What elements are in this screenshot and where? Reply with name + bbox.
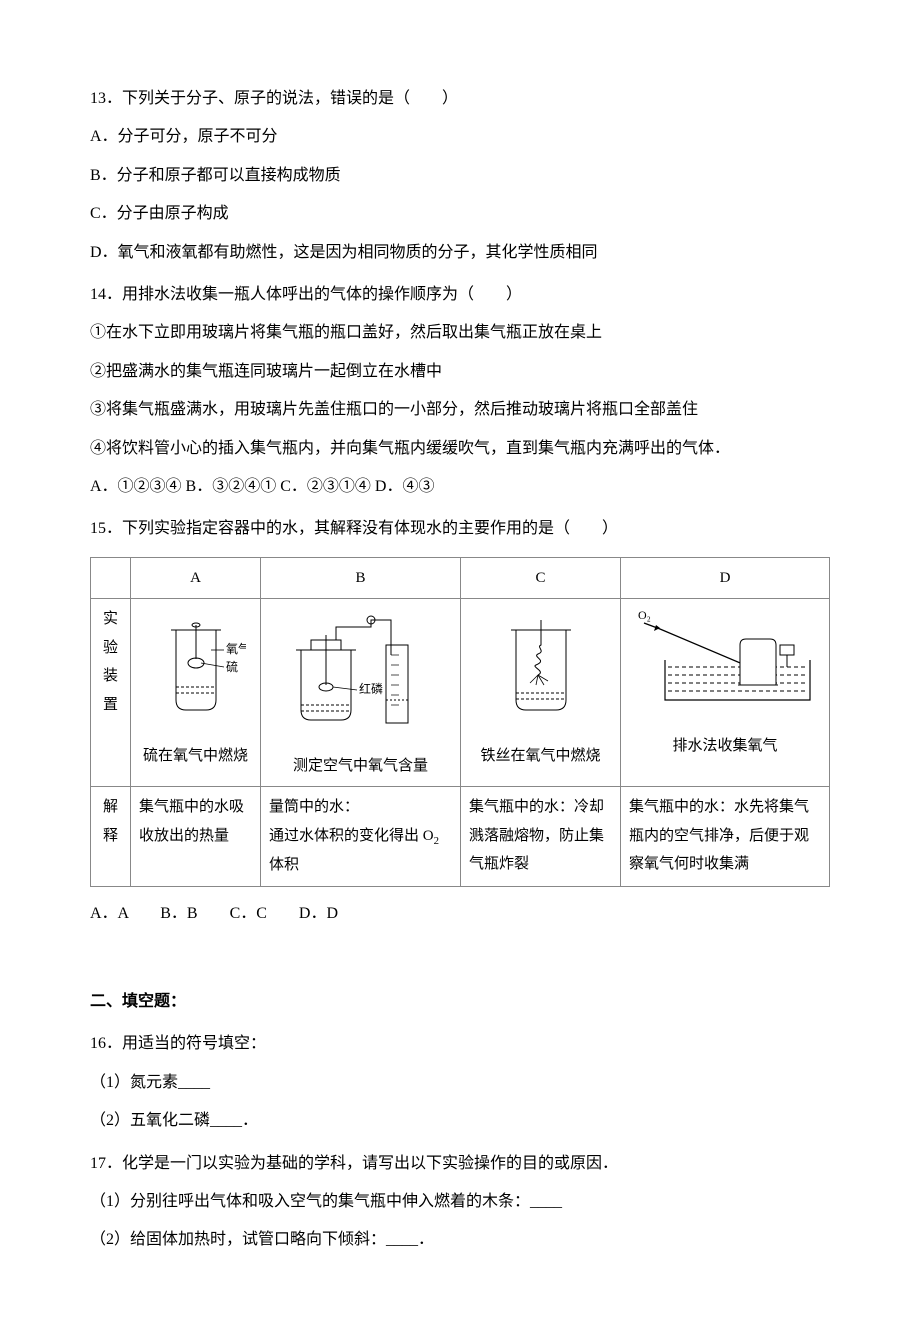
question-17: 17．化学是一门以实验为基础的学科，请写出以下实验操作的目的或原因． （1）分别… [90, 1145, 830, 1260]
question-13: 13．下列关于分子、原子的说法，错误的是（ ） A．分子可分，原子不可分 B．分… [90, 80, 830, 272]
header-d: D [621, 557, 830, 599]
device-c-cell: 铁丝在氧气中燃烧 [461, 599, 621, 787]
q14-step-1: ①在水下立即用玻璃片将集气瓶的瓶口盖好，然后取出集气瓶正放在桌上 [90, 314, 830, 352]
oxygen-content-icon: 红磷 [271, 605, 451, 735]
q14-options: A．①②③④ B．③②④① C．②③①④ D．④③ [90, 468, 830, 506]
q13-opt-b: B．分子和原子都可以直接构成物质 [90, 157, 830, 195]
explain-a: 集气瓶中的水吸收放出的热量 [131, 787, 261, 887]
header-b: B [261, 557, 461, 599]
sulfur-burning-icon: 氧气 硫 [146, 605, 246, 725]
q16-sub1: （1）氮元素____ [90, 1064, 830, 1102]
q13-opt-c: C．分子由原子构成 [90, 195, 830, 233]
q16-stem: 16．用适当的符号填空： [90, 1025, 830, 1063]
explain-b: 量筒中的水： 通过水体积的变化得出 O2 体积 [261, 787, 461, 887]
row-label-explain: 解释 [91, 787, 131, 887]
q15-table: A B C D 实验装置 氧气 [90, 557, 830, 887]
device-d-cell: O₂ [621, 599, 830, 787]
water-displacement-icon: O₂ [630, 605, 820, 715]
explain-d: 集气瓶中的水：水先将集气瓶内的空气排净，后便于观察氧气何时收集满 [621, 787, 830, 887]
q14-stem: 14．用排水法收集一瓶人体呼出的气体的操作顺序为（ ） [90, 276, 830, 314]
svg-text:红磷: 红磷 [359, 681, 383, 696]
q15-options: A．A B．B C．C D．D [90, 895, 830, 933]
caption-a: 硫在氧气中燃烧 [139, 742, 252, 771]
svg-text:氧气: 氧气 [226, 641, 246, 656]
q17-sub1: （1）分别往呼出气体和吸入空气的集气瓶中伸入燃着的木条：____ [90, 1183, 830, 1221]
q13-stem: 13．下列关于分子、原子的说法，错误的是（ ） [90, 80, 830, 118]
caption-b: 测定空气中氧气含量 [269, 752, 452, 781]
q16-sub2: （2）五氧化二磷____． [90, 1102, 830, 1140]
q13-opt-d: D．氧气和液氧都有助燃性，这是因为相同物质的分子，其化学性质相同 [90, 234, 830, 272]
device-a-cell: 氧气 硫 硫在氧气中燃烧 [131, 599, 261, 787]
table-header-row: A B C D [91, 557, 830, 599]
svg-text:硫: 硫 [226, 659, 238, 674]
explain-row: 解释 集气瓶中的水吸收放出的热量 量筒中的水： 通过水体积的变化得出 O2 体积… [91, 787, 830, 887]
device-row: 实验装置 氧气 硫 硫在氧气中燃烧 [91, 599, 830, 787]
iron-burning-icon [486, 605, 596, 725]
q13-opt-a: A．分子可分，原子不可分 [90, 118, 830, 156]
caption-c: 铁丝在氧气中燃烧 [469, 742, 612, 771]
caption-d: 排水法收集氧气 [629, 732, 821, 761]
q14-step-2: ②把盛满水的集气瓶连同玻璃片一起倒立在水槽中 [90, 353, 830, 391]
q17-stem: 17．化学是一门以实验为基础的学科，请写出以下实验操作的目的或原因． [90, 1145, 830, 1183]
question-16: 16．用适当的符号填空： （1）氮元素____ （2）五氧化二磷____． [90, 1025, 830, 1140]
svg-text:O₂: O₂ [638, 608, 651, 622]
q14-step-4: ④将饮料管小心的插入集气瓶内，并向集气瓶内缓缓吹气，直到集气瓶内充满呼出的气体． [90, 430, 830, 468]
q15-stem: 15．下列实验指定容器中的水，其解释没有体现水的主要作用的是（ ） [90, 510, 830, 548]
q17-sub2: （2）给固体加热时，试管口略向下倾斜：____． [90, 1221, 830, 1259]
section-2-title: 二、填空题： [90, 983, 830, 1021]
question-15: 15．下列实验指定容器中的水，其解释没有体现水的主要作用的是（ ） A B C … [90, 510, 830, 933]
device-b-cell: 红磷 [261, 599, 461, 787]
explain-c: 集气瓶中的水：冷却溅落融熔物，防止集气瓶炸裂 [461, 787, 621, 887]
header-a: A [131, 557, 261, 599]
q14-step-3: ③将集气瓶盛满水，用玻璃片先盖住瓶口的一小部分，然后推动玻璃片将瓶口全部盖住 [90, 391, 830, 429]
row-label-device: 实验装置 [91, 599, 131, 787]
header-c: C [461, 557, 621, 599]
question-14: 14．用排水法收集一瓶人体呼出的气体的操作顺序为（ ） ①在水下立即用玻璃片将集… [90, 276, 830, 506]
